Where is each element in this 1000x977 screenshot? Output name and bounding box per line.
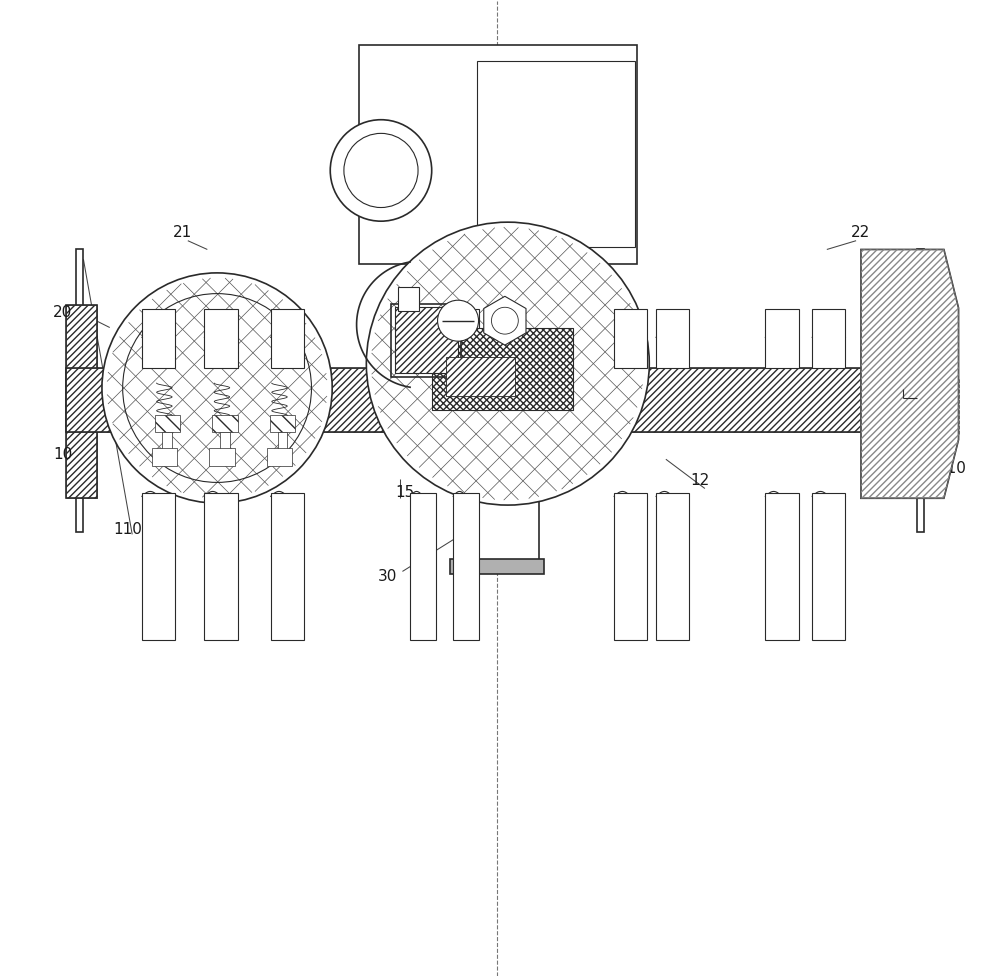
Text: 110: 110 xyxy=(113,522,142,537)
Bar xyxy=(271,309,304,367)
Bar xyxy=(455,259,539,562)
Bar xyxy=(66,305,97,498)
Circle shape xyxy=(491,308,518,334)
Bar xyxy=(812,309,845,367)
Text: 110: 110 xyxy=(937,461,966,477)
Bar xyxy=(270,415,295,432)
Text: 21: 21 xyxy=(173,226,193,240)
Bar xyxy=(278,432,287,449)
Circle shape xyxy=(330,120,432,221)
Bar xyxy=(152,448,177,466)
Bar xyxy=(395,307,458,373)
Circle shape xyxy=(102,273,332,503)
Bar xyxy=(453,493,479,640)
Polygon shape xyxy=(484,296,526,345)
Bar xyxy=(271,493,304,640)
Bar xyxy=(212,415,238,432)
Circle shape xyxy=(366,222,649,505)
Bar xyxy=(395,307,458,373)
Bar xyxy=(432,327,573,410)
Text: 30: 30 xyxy=(378,569,397,584)
Bar xyxy=(656,309,689,367)
Text: 20: 20 xyxy=(53,306,73,320)
Bar xyxy=(656,493,689,640)
Bar xyxy=(432,327,573,410)
Bar xyxy=(220,432,230,449)
Bar xyxy=(142,493,175,640)
Text: 11: 11 xyxy=(207,473,227,488)
Bar xyxy=(204,309,238,367)
Bar xyxy=(162,432,172,449)
Bar xyxy=(267,448,292,466)
Bar xyxy=(66,305,97,498)
Bar xyxy=(209,448,235,466)
Bar xyxy=(359,45,637,264)
Text: 15: 15 xyxy=(396,485,415,500)
Text: 16: 16 xyxy=(917,429,936,445)
Bar xyxy=(477,62,635,246)
Circle shape xyxy=(438,300,479,341)
Bar xyxy=(391,304,461,377)
Bar xyxy=(66,368,932,432)
Bar xyxy=(765,309,799,367)
Bar xyxy=(903,305,934,498)
Text: 28: 28 xyxy=(936,395,955,410)
Text: 22: 22 xyxy=(851,226,871,240)
Bar xyxy=(453,309,479,367)
Text: 14: 14 xyxy=(536,446,555,462)
Bar xyxy=(450,559,544,574)
Bar xyxy=(142,309,175,367)
Bar xyxy=(410,309,436,367)
Bar xyxy=(410,493,436,640)
Bar xyxy=(66,368,932,432)
Bar xyxy=(765,493,799,640)
Bar xyxy=(398,286,419,311)
Bar xyxy=(917,249,924,532)
Bar xyxy=(446,357,515,396)
Circle shape xyxy=(344,134,418,207)
Bar xyxy=(76,249,83,532)
Bar xyxy=(614,309,647,367)
Bar xyxy=(812,493,845,640)
Polygon shape xyxy=(861,249,959,498)
Text: 12: 12 xyxy=(690,473,710,488)
Bar xyxy=(204,493,238,640)
Bar xyxy=(903,305,934,498)
Bar xyxy=(155,415,180,432)
Text: 10: 10 xyxy=(53,446,73,462)
Bar xyxy=(614,493,647,640)
Bar xyxy=(446,357,515,396)
